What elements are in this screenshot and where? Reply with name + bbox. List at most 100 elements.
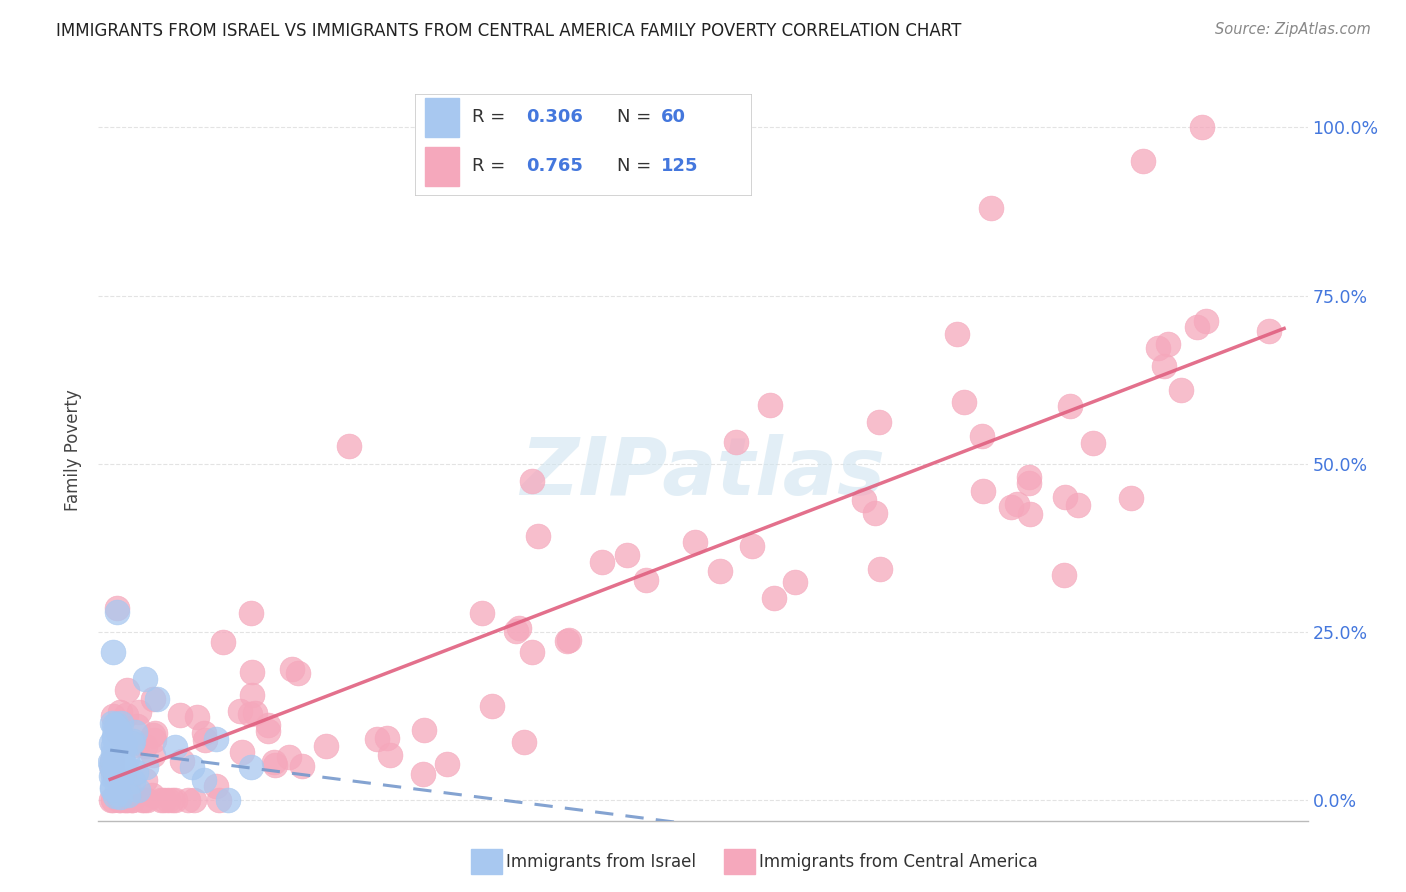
Point <box>1007 497 1029 511</box>
Point <box>1195 313 1218 327</box>
Point <box>183 793 205 807</box>
Point <box>115 683 138 698</box>
Point <box>436 757 458 772</box>
Point <box>107 725 129 739</box>
Point <box>240 688 263 702</box>
Point <box>527 529 550 543</box>
Point <box>107 726 129 740</box>
Point <box>852 493 875 508</box>
Point <box>156 793 179 807</box>
Point <box>111 740 134 755</box>
Point <box>257 723 280 738</box>
Point <box>105 731 128 745</box>
Point <box>107 722 129 736</box>
Point <box>634 573 657 587</box>
Point <box>108 779 131 793</box>
Point <box>100 754 122 768</box>
Text: Source: ZipAtlas.com: Source: ZipAtlas.com <box>1215 22 1371 37</box>
Point <box>1059 399 1081 413</box>
Point <box>105 769 128 783</box>
Point <box>101 762 124 776</box>
Point <box>112 793 135 807</box>
Point <box>107 756 129 770</box>
Point <box>115 793 138 807</box>
Point <box>100 793 122 807</box>
Point <box>741 539 763 553</box>
Point <box>555 634 578 648</box>
Text: 125: 125 <box>661 158 699 176</box>
Point <box>143 726 166 740</box>
Point <box>280 662 302 676</box>
Point <box>104 742 127 756</box>
Point <box>163 793 186 807</box>
Point <box>142 747 165 762</box>
Point <box>103 709 125 723</box>
Point <box>104 717 127 731</box>
Point <box>105 601 128 615</box>
Point <box>108 793 131 807</box>
Text: ZIPatlas: ZIPatlas <box>520 434 886 512</box>
Point <box>104 729 127 743</box>
Point <box>685 534 707 549</box>
Point <box>256 717 278 731</box>
Point <box>946 326 969 341</box>
Point <box>124 725 146 739</box>
Point <box>980 201 1002 215</box>
Point <box>125 718 148 732</box>
Point <box>107 789 129 803</box>
Point <box>278 750 301 764</box>
Point <box>103 729 125 743</box>
Point <box>169 708 191 723</box>
Point <box>101 645 124 659</box>
Point <box>243 706 266 720</box>
Point <box>231 745 253 759</box>
Y-axis label: Family Poverty: Family Poverty <box>65 390 83 511</box>
Point <box>111 755 134 769</box>
Point <box>111 751 134 765</box>
Text: Immigrants from Israel: Immigrants from Israel <box>506 853 696 871</box>
Point <box>591 555 613 569</box>
Point <box>240 665 263 679</box>
Point <box>104 770 127 784</box>
Point <box>110 790 132 805</box>
Point <box>114 739 136 753</box>
Text: Immigrants from Central America: Immigrants from Central America <box>759 853 1038 871</box>
Point <box>134 772 156 787</box>
Point <box>121 793 143 807</box>
Point <box>101 781 124 796</box>
Point <box>101 768 124 782</box>
Point <box>128 705 150 719</box>
Point <box>970 429 993 443</box>
Point <box>121 733 143 747</box>
Point <box>134 673 156 687</box>
Point <box>759 398 782 412</box>
Point <box>208 793 231 807</box>
Point <box>115 707 138 722</box>
Point <box>783 575 806 590</box>
Point <box>193 726 215 740</box>
Point <box>103 739 125 753</box>
Point <box>127 782 149 797</box>
Point <box>520 645 543 659</box>
Point <box>141 788 163 802</box>
Point <box>413 723 436 737</box>
Text: 0.765: 0.765 <box>526 158 583 176</box>
Point <box>1054 491 1077 505</box>
Point <box>481 699 503 714</box>
Point <box>150 793 173 807</box>
Point <box>135 760 157 774</box>
Point <box>112 756 135 771</box>
Point <box>105 786 128 800</box>
Point <box>865 507 887 521</box>
Point <box>557 632 579 647</box>
Point <box>181 760 204 774</box>
Point <box>1081 436 1104 450</box>
Point <box>616 548 638 562</box>
Point <box>471 606 494 620</box>
Text: N =: N = <box>617 108 657 127</box>
Point <box>142 692 165 706</box>
Point <box>143 732 166 747</box>
Point <box>115 777 138 791</box>
Point <box>212 635 235 649</box>
Text: 60: 60 <box>661 108 686 127</box>
